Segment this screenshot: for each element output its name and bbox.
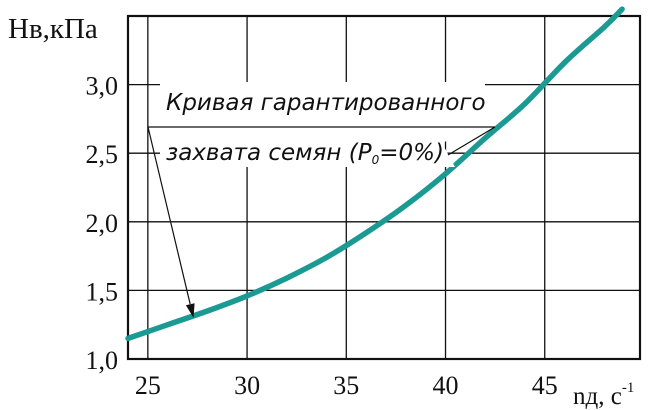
y-tick-label: 1,0 [86,346,119,375]
annotation-line-2-sub: 0 [372,153,380,167]
annotation-bubble [160,82,485,167]
annotation: Кривая гарантированного захвата семян (P… [147,82,496,318]
x-tick-label: 30 [234,371,260,400]
annotation-line-2-end: =0%) [379,140,444,166]
x-axis-label-exponent: -1 [622,380,635,396]
y-tick-label: 2,5 [86,140,119,169]
annotation-line-2: захвата семян (P0=0%) [166,140,444,167]
y-tick-labels: 1,0 1,5 2,0 2,5 3,0 [86,72,119,375]
annotation-line-1: Кривая гарантированного [166,90,486,116]
y-tick-label: 2,0 [86,209,119,238]
series-line [125,6,625,342]
y-axis-label: Hв,кПа [8,13,98,45]
annotation-line-2-main: захвата семян (P [166,140,372,166]
x-tick-label: 40 [433,371,459,400]
plot-frame [126,14,642,361]
x-tick-label: 45 [532,371,558,400]
x-tick-label: 35 [333,371,359,400]
y-tick-label: 1,5 [86,277,119,306]
x-tick-labels: 25 30 35 40 45 [135,371,558,400]
annotation-arrow [147,126,191,305]
x-tick-label: 25 [135,371,161,400]
x-axis-label-main: nд, c [573,383,622,410]
annotation-connector [447,126,496,156]
annotation-arrowhead [185,303,195,318]
x-axis-label: nд, c-1 [573,380,634,410]
y-tick-label: 3,0 [86,72,119,101]
